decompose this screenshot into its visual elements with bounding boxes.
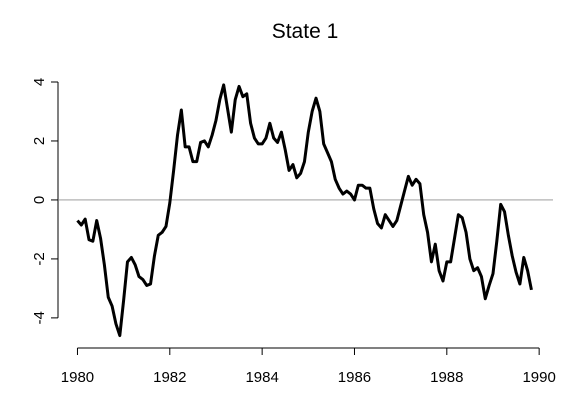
y-tick-label: -4 (31, 311, 48, 324)
y-tick-label: 4 (31, 78, 48, 86)
chart-title: State 1 (272, 20, 339, 43)
x-tick-label: 1980 (61, 369, 94, 386)
y-tick-label: -2 (31, 252, 48, 265)
y-tick-label: 0 (31, 196, 48, 204)
x-tick-label: 1986 (338, 369, 371, 386)
x-tick-label: 1984 (245, 369, 278, 386)
x-tick-label: 1990 (522, 369, 555, 386)
y-tick-label: 2 (31, 137, 48, 145)
series-line (76, 83, 533, 338)
x-tick-label: 1988 (430, 369, 463, 386)
x-tick-label: 1982 (153, 369, 186, 386)
